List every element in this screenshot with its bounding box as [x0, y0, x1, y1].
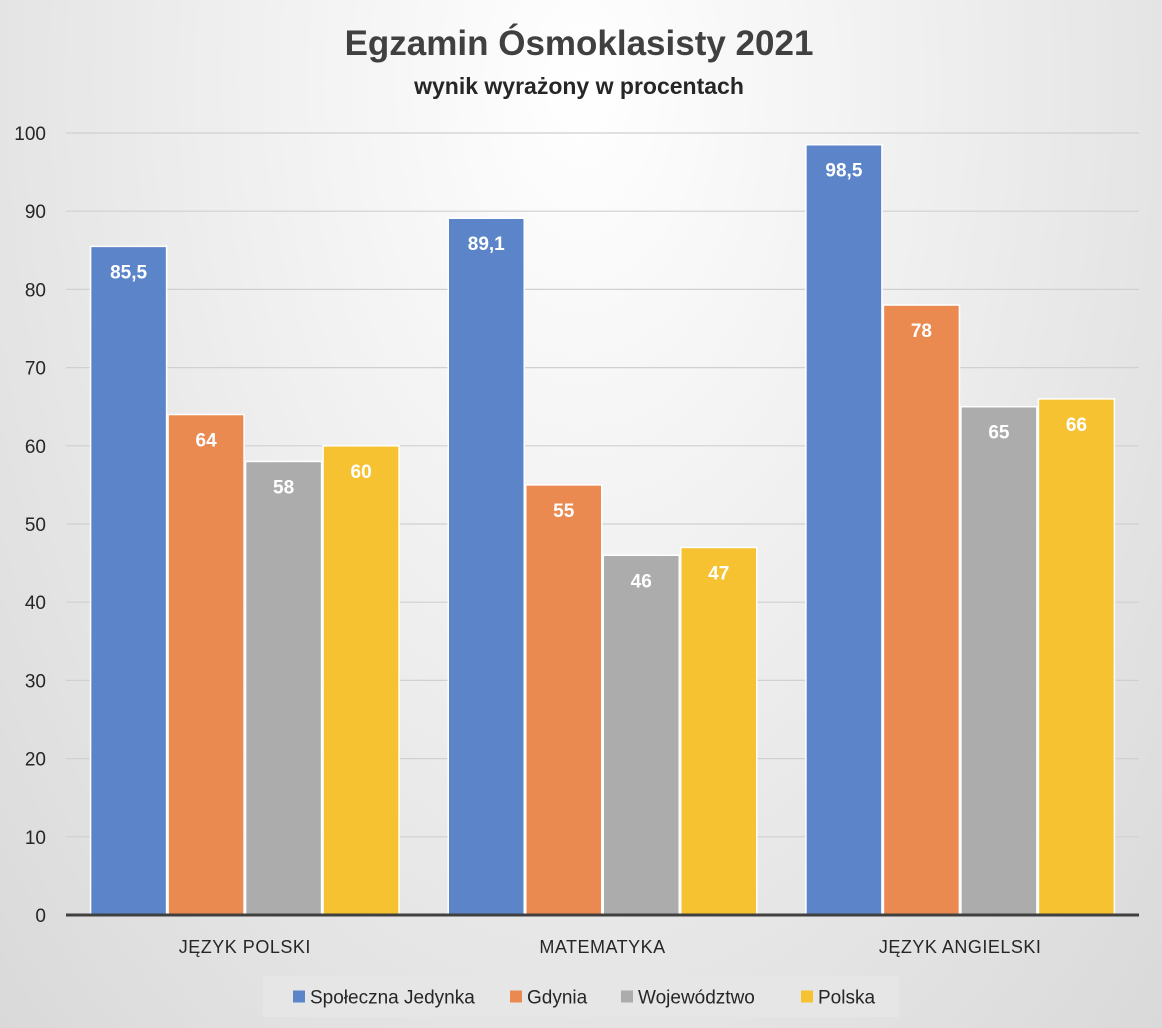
x-category-label: JĘZYK ANGIELSKI	[879, 937, 1042, 957]
y-tick-label: 90	[25, 202, 46, 223]
y-tick-label: 20	[25, 750, 46, 771]
bar	[525, 484, 603, 916]
data-label: 64	[196, 431, 218, 452]
bar	[602, 554, 680, 916]
legend-swatch	[621, 990, 633, 1003]
y-tick-label: 0	[35, 906, 46, 927]
legend-label: Gdynia	[527, 988, 588, 1009]
bar	[960, 405, 1038, 916]
legend: Społeczna Jedynka Gdynia Województwo Polska	[263, 976, 899, 1017]
data-label: 66	[1066, 415, 1087, 436]
bar	[680, 546, 758, 916]
legend-label: Województwo	[638, 988, 755, 1009]
data-label: 98,5	[825, 161, 862, 182]
bar	[89, 245, 168, 916]
bar	[805, 143, 883, 916]
legend-swatch	[293, 990, 305, 1003]
y-tick-label: 50	[25, 515, 46, 536]
y-tick-label: 30	[25, 671, 46, 692]
chart-title: Egzamin Ósmoklasisty 2021	[345, 23, 814, 63]
chart-subtitle: wynik wyrażony w procentach	[413, 73, 744, 99]
y-tick-label: 100	[14, 124, 46, 145]
legend-label: Polska	[818, 988, 875, 1009]
data-label: 65	[988, 423, 1010, 444]
data-label: 85,5	[110, 262, 147, 283]
bar	[322, 445, 400, 916]
data-label: 47	[708, 563, 729, 584]
data-label: 60	[351, 462, 372, 483]
data-label: 78	[911, 321, 932, 342]
x-category-label: JĘZYK POLSKI	[179, 937, 311, 957]
bar	[244, 460, 323, 916]
data-label: 89,1	[468, 234, 505, 255]
legend-swatch	[801, 990, 813, 1003]
data-label: 55	[553, 501, 575, 522]
bar	[882, 304, 961, 916]
x-category-label: MATEMATYKA	[539, 937, 665, 957]
data-label: 46	[631, 571, 652, 592]
bars: 85,5 64 58 60 89,1 55 46 47 98,5 78 65 66	[89, 143, 1116, 916]
y-tick-label: 40	[25, 593, 46, 614]
bar	[447, 217, 525, 916]
bar	[1037, 398, 1116, 916]
y-tick-label: 60	[25, 437, 46, 458]
legend-label: Społeczna Jedynka	[310, 988, 475, 1009]
legend-swatch	[510, 990, 522, 1003]
y-tick-label: 70	[25, 359, 46, 380]
y-tick-label: 10	[25, 828, 46, 849]
x-axis-categories: JĘZYK POLSKI MATEMATYKA JĘZYK ANGIELSKI	[179, 937, 1042, 957]
data-label: 58	[273, 477, 294, 498]
y-tick-label: 80	[25, 280, 46, 301]
bar	[167, 413, 245, 916]
y-axis-ticks: 0 10 20 30 40 50 60 70 80 90 100	[14, 124, 46, 927]
legend-box	[263, 976, 899, 1017]
